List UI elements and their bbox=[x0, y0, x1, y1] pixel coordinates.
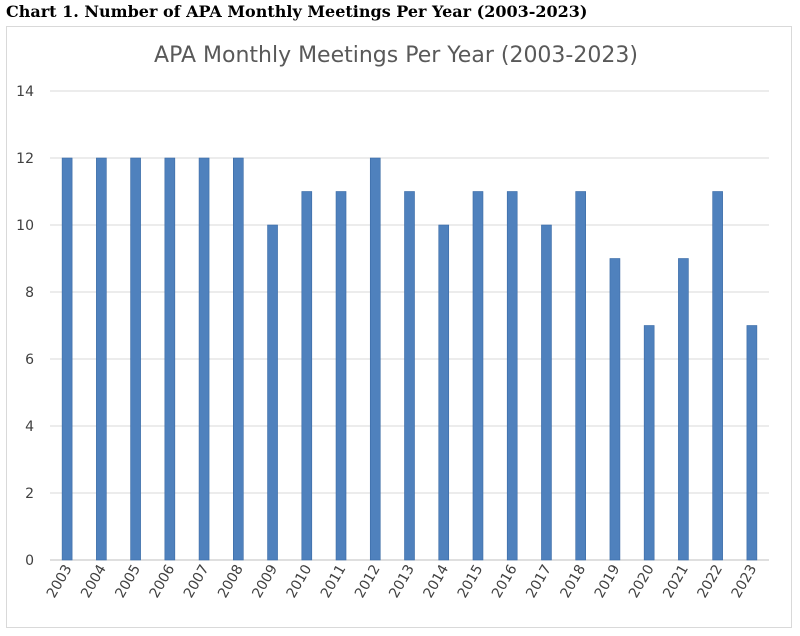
x-tick-label: 2022 bbox=[694, 562, 726, 601]
bar-2012 bbox=[369, 157, 381, 561]
x-tick-label: 2023 bbox=[729, 562, 761, 601]
x-tick-label: 2004 bbox=[78, 562, 110, 601]
y-tick-label: 14 bbox=[16, 84, 34, 100]
x-axis-tick-labels: 2003 2004 2005 2006 2007 2008 2009 2010 2011 2012… bbox=[44, 562, 760, 601]
bar-2016 bbox=[506, 191, 518, 561]
y-tick-label: 12 bbox=[16, 151, 34, 167]
bar-2019 bbox=[609, 258, 621, 561]
bar-2006 bbox=[164, 157, 176, 561]
bars bbox=[61, 157, 758, 561]
bar-2013 bbox=[404, 191, 415, 561]
bar-2017 bbox=[541, 224, 552, 561]
bar-2010 bbox=[301, 191, 313, 561]
bar-2003 bbox=[61, 157, 73, 561]
bar-2022 bbox=[712, 191, 723, 561]
x-tick-label: 2018 bbox=[557, 562, 589, 601]
y-tick-label: 2 bbox=[25, 486, 34, 502]
x-tick-label: 2006 bbox=[147, 562, 179, 601]
x-tick-label: 2005 bbox=[112, 562, 144, 601]
bar-2021 bbox=[678, 258, 689, 561]
x-tick-label: 2011 bbox=[318, 562, 350, 601]
x-tick-label: 2007 bbox=[181, 562, 213, 601]
bar-2007 bbox=[198, 157, 210, 561]
x-tick-label: 2021 bbox=[660, 562, 692, 601]
x-tick-label: 2016 bbox=[489, 562, 521, 601]
x-tick-label: 2012 bbox=[352, 562, 384, 601]
bar-2008 bbox=[233, 157, 244, 561]
y-tick-label: 4 bbox=[25, 419, 34, 435]
bar-2015 bbox=[472, 191, 484, 561]
y-tick-label: 10 bbox=[16, 218, 34, 234]
bar-2020 bbox=[643, 325, 655, 561]
chart-frame bbox=[6, 26, 792, 628]
bar-2023 bbox=[746, 325, 758, 561]
x-tick-label: 2019 bbox=[592, 562, 624, 601]
bar-2009 bbox=[267, 224, 278, 561]
bar-2011 bbox=[335, 191, 347, 561]
x-tick-label: 2010 bbox=[284, 562, 316, 601]
x-tick-label: 2009 bbox=[249, 562, 281, 601]
x-tick-label: 2014 bbox=[421, 562, 453, 601]
x-tick-label: 2003 bbox=[44, 562, 76, 601]
x-tick-label: 2020 bbox=[626, 562, 658, 601]
x-tick-label: 2008 bbox=[215, 562, 247, 601]
bar-2014 bbox=[438, 224, 450, 561]
bar-2005 bbox=[130, 157, 141, 561]
y-tick-label: 8 bbox=[25, 285, 34, 301]
y-tick-label: 6 bbox=[25, 352, 34, 368]
y-axis-tick-labels: 0 2 4 6 8 10 12 14 bbox=[16, 84, 34, 569]
y-tick-label: 0 bbox=[25, 553, 34, 569]
figure-caption: Chart 1. Number of APA Monthly Meetings … bbox=[6, 2, 588, 21]
bar-2018 bbox=[575, 191, 586, 561]
x-tick-label: 2015 bbox=[455, 562, 487, 601]
bar-2004 bbox=[96, 157, 107, 561]
x-tick-label: 2013 bbox=[386, 562, 418, 601]
chart-title: APA Monthly Meetings Per Year (2003-2023… bbox=[154, 43, 638, 68]
x-tick-label: 2017 bbox=[523, 562, 555, 601]
